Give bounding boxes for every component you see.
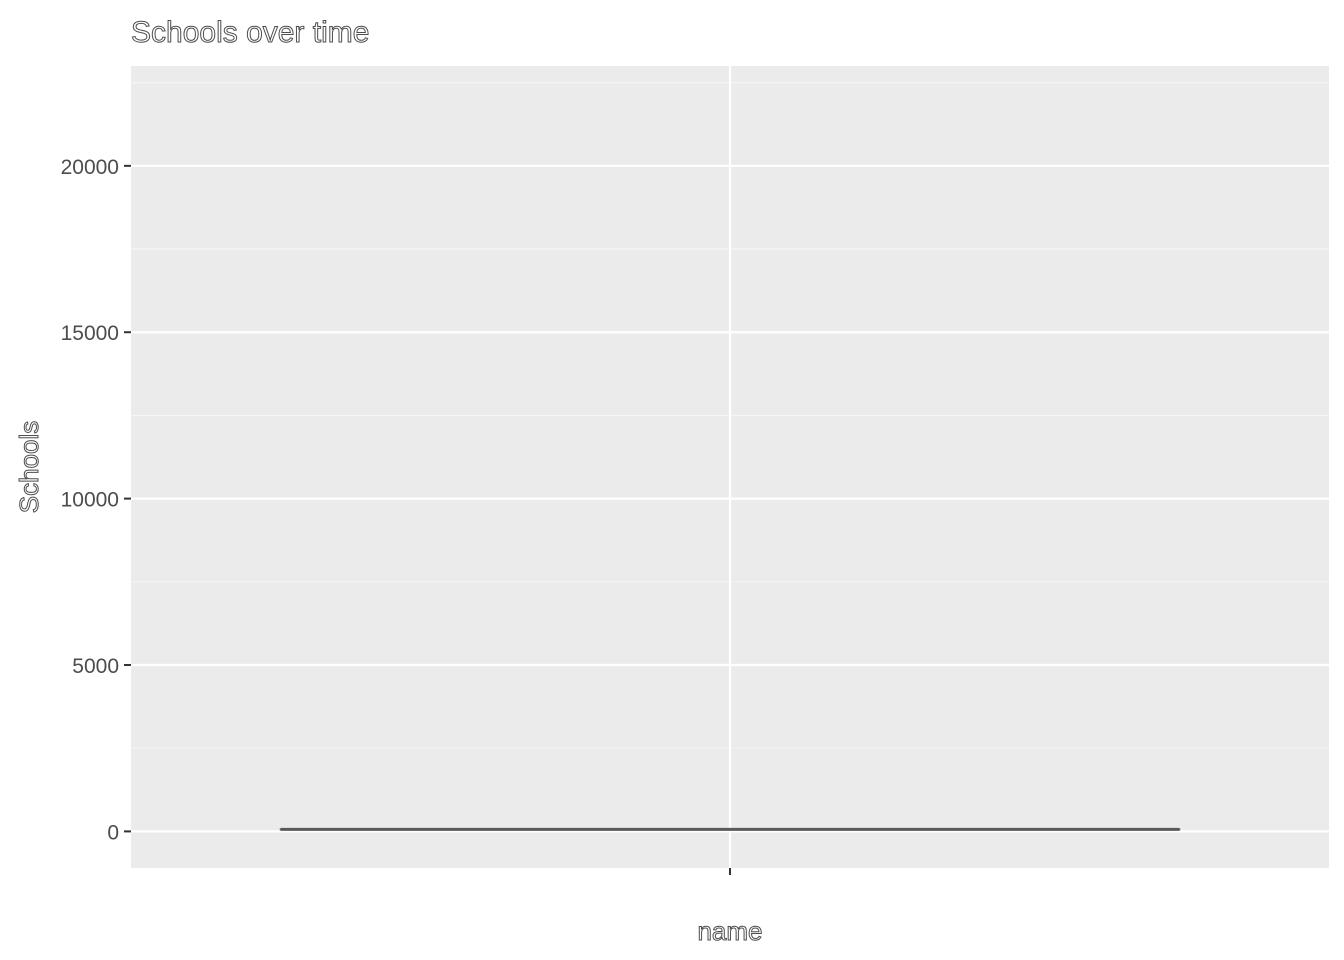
y-tick-label: 5000 [72,655,119,678]
y-axis-title: Schools [14,421,44,514]
y-tick-label: 15000 [61,322,119,345]
y-tick-label: 10000 [61,489,119,512]
y-tick-label: 20000 [61,156,119,179]
x-axis-title: name [697,916,762,946]
y-tick-label: 0 [107,821,119,844]
axes: 0 5000 10000 15000 20000 [61,156,731,875]
gridlines [131,66,1329,868]
chart-title: Schools over time [131,16,369,49]
